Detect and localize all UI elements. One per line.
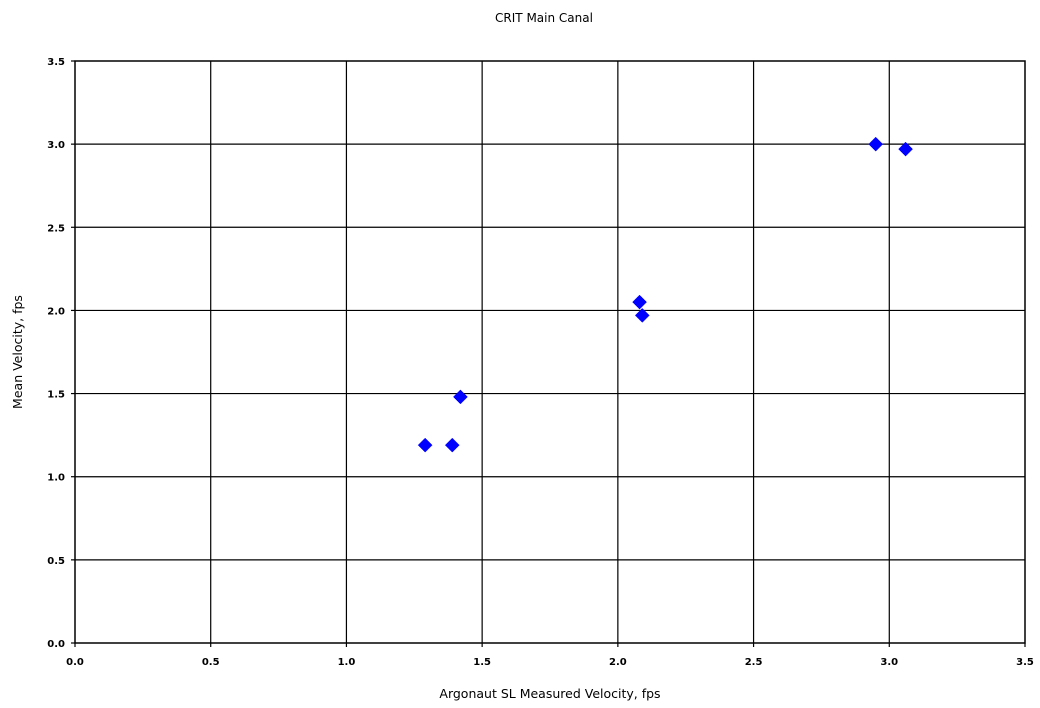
data-point bbox=[868, 136, 884, 152]
x-tick-label: 3.0 bbox=[880, 657, 898, 668]
y-tick-label: 1.5 bbox=[47, 390, 65, 401]
plot-area bbox=[75, 61, 1025, 643]
y-tick-label: 1.0 bbox=[47, 473, 65, 484]
x-tick-label: 2.5 bbox=[745, 657, 763, 668]
x-tick-label: 3.5 bbox=[1016, 657, 1034, 668]
x-tick-label: 2.0 bbox=[609, 657, 627, 668]
tick-labels: 0.0 0.5 1.0 1.5 2.0 2.5 3.0 3.5 0.0 0.5 1.0 1.5 2.0 2… bbox=[47, 57, 1034, 668]
data-point bbox=[898, 141, 913, 157]
data-point bbox=[632, 294, 647, 310]
data-point bbox=[417, 437, 433, 453]
y-tick-label: 2.0 bbox=[47, 306, 65, 317]
y-tick-label: 0.5 bbox=[47, 556, 65, 567]
data-point bbox=[444, 437, 460, 453]
x-tick-label: 1.5 bbox=[473, 657, 491, 668]
data-points bbox=[417, 136, 913, 453]
y-tick-label: 3.0 bbox=[47, 140, 65, 151]
y-tick-label: 2.5 bbox=[47, 223, 65, 234]
y-tick-label: 0.0 bbox=[47, 639, 65, 650]
data-point bbox=[453, 389, 468, 405]
data-point bbox=[634, 308, 650, 323]
x-tick-label: 0.0 bbox=[66, 657, 84, 668]
y-tick-label: 3.5 bbox=[47, 57, 65, 68]
chart-title: CRIT Main Canal bbox=[495, 11, 593, 25]
x-tick-label: 1.0 bbox=[338, 657, 356, 668]
y-axis-label: Mean Velocity, fps bbox=[10, 295, 25, 409]
x-tick-label: 0.5 bbox=[202, 657, 220, 668]
plot-border bbox=[74, 60, 1026, 644]
x-axis-label: Argonaut SL Measured Velocity, fps bbox=[439, 686, 660, 701]
